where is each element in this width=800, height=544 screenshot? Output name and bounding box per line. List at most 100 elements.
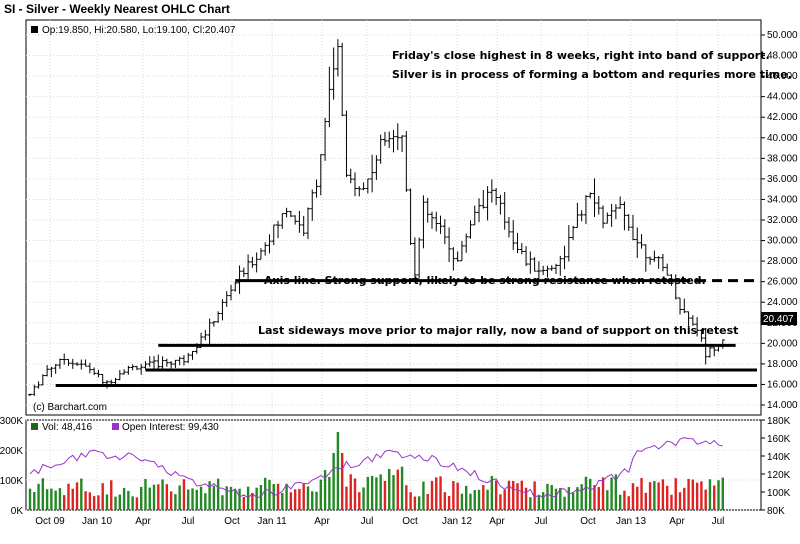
volume-bar bbox=[383, 480, 387, 510]
volume-bar bbox=[234, 490, 237, 510]
volume-bar bbox=[396, 469, 399, 510]
open-interest-axis: 80K 100K 120K 140K 160K 180K bbox=[761, 416, 791, 517]
volume-bar bbox=[161, 479, 164, 510]
price-tick-label: 34.000 bbox=[767, 194, 798, 205]
volume-bar bbox=[486, 489, 489, 510]
x-tick-label: Oct bbox=[402, 516, 418, 527]
volume-bar bbox=[208, 481, 211, 510]
x-tick-label: Apr bbox=[669, 516, 685, 527]
volume-bar bbox=[589, 478, 592, 510]
volume-bar bbox=[135, 497, 139, 510]
volume-bar bbox=[683, 487, 686, 510]
volume-bar bbox=[529, 497, 532, 510]
volume-bar bbox=[456, 482, 459, 510]
volume-bar bbox=[251, 492, 254, 510]
x-tick-label: Jan 11 bbox=[257, 516, 287, 527]
volume-bar bbox=[708, 479, 712, 510]
volume-bar bbox=[636, 486, 639, 510]
volume-bar bbox=[157, 484, 160, 510]
x-tick-label: Jul bbox=[535, 516, 548, 527]
volume-bar bbox=[229, 486, 233, 510]
volume-bar bbox=[225, 486, 228, 510]
volume-bar bbox=[144, 478, 147, 510]
volume-bar bbox=[366, 476, 370, 510]
volume-bar bbox=[503, 489, 506, 510]
volume-bar bbox=[648, 482, 652, 510]
volume-bar bbox=[139, 486, 143, 510]
volume-bar bbox=[713, 485, 716, 510]
volume-bar bbox=[477, 489, 481, 510]
volume-bar bbox=[409, 492, 412, 510]
volume-bar bbox=[460, 493, 464, 510]
x-tick-label: Jan 13 bbox=[616, 516, 646, 527]
volume-bar bbox=[41, 478, 45, 510]
price-tick-label: 32.000 bbox=[767, 215, 798, 226]
volume-bar bbox=[105, 494, 109, 510]
volume-bar bbox=[691, 479, 695, 510]
volume-bar bbox=[601, 477, 605, 510]
volume-bar bbox=[661, 479, 665, 510]
volume-bar bbox=[435, 477, 438, 510]
volume-bar bbox=[238, 488, 241, 510]
volume-bar bbox=[174, 494, 177, 510]
price-bars bbox=[28, 39, 725, 397]
price-tick-label: 20.000 bbox=[767, 338, 798, 349]
oi-tick-label: 80K bbox=[767, 506, 785, 517]
volume-bar bbox=[593, 485, 596, 510]
oi-legend: Open Interest: 99,430 bbox=[122, 422, 219, 433]
price-tick-label: 28.000 bbox=[767, 256, 798, 267]
volume-tick-label: 0K bbox=[11, 506, 24, 517]
volume-bar bbox=[379, 474, 382, 510]
price-axis: 14.00016.00018.00020.00022.00024.00026.0… bbox=[761, 30, 798, 411]
volume-bar bbox=[268, 479, 271, 510]
volume-bar bbox=[345, 486, 348, 510]
volume-bar bbox=[84, 491, 87, 510]
volume-bar bbox=[358, 492, 361, 510]
volume-bar bbox=[439, 476, 442, 510]
annotation-line-1: Friday's close highest in 8 weeks, right… bbox=[392, 49, 770, 62]
volume-bar bbox=[422, 481, 425, 510]
volume-axis: 0K 100K 200K 300K bbox=[0, 416, 23, 517]
volume-bar bbox=[28, 488, 32, 510]
price-tick-label: 30.000 bbox=[767, 236, 798, 247]
volume-bar bbox=[606, 490, 609, 510]
volume-bar bbox=[311, 491, 314, 510]
last-price-label: 20.407 bbox=[763, 314, 794, 325]
volume-bar bbox=[516, 483, 519, 510]
volume-bar bbox=[520, 480, 523, 510]
x-tick-label: Oct bbox=[224, 516, 240, 527]
volume-bar bbox=[388, 469, 391, 510]
volume-bar bbox=[101, 483, 104, 510]
volume-bars bbox=[28, 432, 724, 510]
volume-bar bbox=[63, 495, 66, 510]
price-tick-label: 40.000 bbox=[767, 133, 798, 144]
volume-bar bbox=[610, 477, 613, 510]
volume-bar bbox=[670, 494, 673, 510]
volume-bar bbox=[580, 484, 583, 510]
volume-bar bbox=[37, 483, 40, 510]
axis-line-annotation: Axis line. Strong support, likely to be … bbox=[264, 274, 706, 287]
volume-bar bbox=[717, 480, 720, 510]
volume-bar bbox=[704, 489, 707, 510]
volume-bar bbox=[242, 496, 246, 510]
ohlc-legend: Op:19.850, Hi:20.580, Lo:19.100, Cl:20.4… bbox=[42, 25, 236, 36]
volume-bar bbox=[614, 474, 618, 510]
volume-bar bbox=[75, 482, 79, 510]
price-tick-label: 24.000 bbox=[767, 297, 798, 308]
volume-bar bbox=[375, 477, 378, 510]
volume-bar bbox=[216, 478, 220, 510]
volume-bar bbox=[58, 488, 62, 510]
volume-tick-label: 200K bbox=[0, 446, 23, 457]
volume-bar bbox=[567, 487, 571, 510]
volume-bar bbox=[122, 487, 126, 510]
volume-bar bbox=[695, 482, 699, 510]
sideways-band-annotation: Last sideways move prior to major rally,… bbox=[258, 324, 738, 337]
volume-bar bbox=[97, 495, 100, 510]
volume-bar bbox=[276, 483, 280, 510]
volume-bar bbox=[563, 496, 566, 510]
volume-bar bbox=[473, 490, 476, 510]
volume-bar bbox=[447, 495, 451, 510]
price-tick-label: 42.000 bbox=[767, 112, 798, 123]
volume-bar bbox=[165, 484, 169, 510]
chart-title: SI - Silver - Weekly Nearest OHLC Chart bbox=[4, 2, 230, 16]
